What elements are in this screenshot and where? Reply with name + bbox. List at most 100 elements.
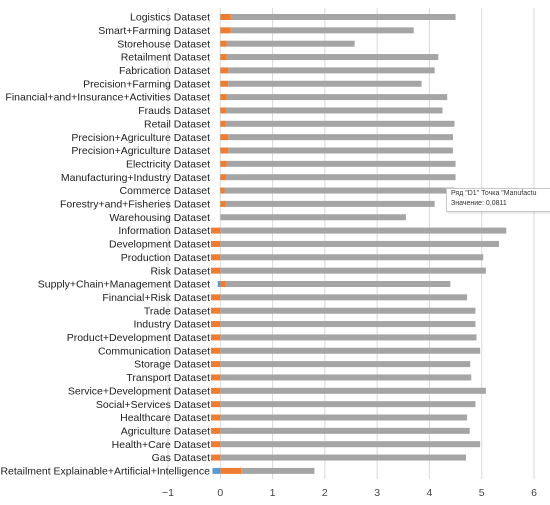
bar-segment[interactable] xyxy=(220,80,229,87)
bar-segment[interactable] xyxy=(220,107,226,114)
tooltip-series-line: Ряд "D1" Точка "Manufactu xyxy=(451,190,537,197)
data-point-tooltip: Ряд "D1" Точка "Manufactu Значение: 0,08… xyxy=(446,188,550,212)
bar-segment[interactable] xyxy=(210,441,221,448)
category-label: Communication Dataset xyxy=(98,345,210,357)
bar-segment[interactable] xyxy=(226,40,355,47)
bar-segment[interactable] xyxy=(210,454,221,461)
bar-segment[interactable] xyxy=(220,401,476,408)
bar-segment[interactable] xyxy=(220,240,499,247)
tooltip-value-line: Значение: 0,0811 xyxy=(451,200,507,207)
bar-segment[interactable] xyxy=(228,134,453,141)
bar-segment[interactable] xyxy=(220,174,226,181)
bar-segment[interactable] xyxy=(220,441,481,448)
bar-segment[interactable] xyxy=(220,14,231,20)
bar-segment[interactable] xyxy=(220,267,486,274)
bar-segment[interactable] xyxy=(220,454,467,461)
category-label: Supply+Chain+Management Dataset xyxy=(38,279,210,291)
bar-segment[interactable] xyxy=(220,134,229,141)
bar-segment[interactable] xyxy=(220,294,468,301)
bar-segment[interactable] xyxy=(220,54,227,61)
bar-segment[interactable] xyxy=(220,334,477,341)
category-label: Financial+Risk Dataset xyxy=(102,292,210,304)
bar-segment[interactable] xyxy=(220,281,226,287)
bar-segment[interactable] xyxy=(210,307,221,314)
bar-segment[interactable] xyxy=(226,54,439,61)
bar-segment[interactable] xyxy=(210,361,221,368)
x-tick-label: 2 xyxy=(322,487,328,499)
bar-segment[interactable] xyxy=(210,347,221,354)
bar-segment[interactable] xyxy=(220,227,507,234)
bar-segment[interactable] xyxy=(210,334,221,341)
bar-segment[interactable] xyxy=(225,200,435,207)
bar-segment[interactable] xyxy=(225,174,456,181)
bar-segment[interactable] xyxy=(220,67,229,74)
bar-segment[interactable] xyxy=(210,240,221,247)
category-label: Commerce Dataset xyxy=(120,185,211,197)
category-label: Storehouse Dataset xyxy=(117,38,210,50)
bar-segment[interactable] xyxy=(225,120,455,127)
category-label: Healthcare Dataset xyxy=(120,412,210,424)
category-label: Retailment Dataset xyxy=(121,52,210,64)
bar-segment[interactable] xyxy=(220,374,472,381)
bar-segment[interactable] xyxy=(225,107,443,114)
bar-segment[interactable] xyxy=(210,414,221,421)
bar-segment[interactable] xyxy=(220,200,226,207)
bar-segment[interactable] xyxy=(220,40,227,47)
bar-segment[interactable] xyxy=(228,80,422,87)
bar-segment[interactable] xyxy=(210,427,221,434)
category-label: Gas Dataset xyxy=(152,452,210,464)
category-label: Warehousing Dataset xyxy=(109,212,210,224)
bar-segment[interactable] xyxy=(210,267,221,274)
bar-segment[interactable] xyxy=(210,254,221,261)
bar-segment[interactable] xyxy=(220,321,476,328)
bar-segment[interactable] xyxy=(226,160,456,167)
bar-segment[interactable] xyxy=(220,467,242,474)
bar-segment[interactable] xyxy=(230,27,414,34)
category-label: Electricity Dataset xyxy=(126,158,210,170)
bar-segment[interactable] xyxy=(220,27,231,34)
bar-segment[interactable] xyxy=(217,281,221,287)
bar-segment[interactable] xyxy=(220,120,226,127)
bar-segment[interactable] xyxy=(225,281,451,287)
bar-segment[interactable] xyxy=(220,347,481,354)
category-label: Smart+Farming Dataset xyxy=(98,25,210,37)
category-label: Storage Dataset xyxy=(134,359,210,371)
bar-segment[interactable] xyxy=(241,467,315,474)
category-label: Precision+Agriculture Dataset xyxy=(71,145,210,157)
bar-segment[interactable] xyxy=(228,147,453,154)
bar-segment[interactable] xyxy=(210,294,221,301)
bar-segment[interactable] xyxy=(220,94,227,101)
category-label: Retailment Explainable+Artificial+Intell… xyxy=(0,466,210,478)
bar-segment[interactable] xyxy=(226,94,448,101)
bar-segment[interactable] xyxy=(220,361,471,368)
category-label: Production Dataset xyxy=(121,252,210,264)
bar-segment[interactable] xyxy=(220,307,476,314)
bar-segment[interactable] xyxy=(220,414,468,421)
bar-segment[interactable] xyxy=(220,254,484,261)
category-label: Fabrication Dataset xyxy=(119,65,210,77)
bar-segment[interactable] xyxy=(224,187,455,194)
category-label: Precision+Agriculture Dataset xyxy=(71,132,210,144)
bar-segment[interactable] xyxy=(220,214,406,221)
bar-segment[interactable] xyxy=(228,67,435,74)
bar-segment[interactable] xyxy=(220,187,225,194)
category-label: Trade Dataset xyxy=(144,305,210,317)
bar-segment[interactable] xyxy=(210,401,221,408)
bar-segment[interactable] xyxy=(210,387,221,394)
bar-segment[interactable] xyxy=(212,467,221,474)
category-label: Service+Development Dataset xyxy=(68,385,210,397)
bar-segment[interactable] xyxy=(220,427,470,434)
x-tick-label: 5 xyxy=(479,487,485,499)
bar-segment[interactable] xyxy=(230,14,456,20)
bar-segment[interactable] xyxy=(210,227,221,234)
bar-segment[interactable] xyxy=(220,387,486,394)
x-tick-label: −1 xyxy=(162,487,174,499)
category-label: Financial+and+Insurance+Activities Datas… xyxy=(5,92,210,104)
bar-segment[interactable] xyxy=(220,160,227,167)
bar-segment[interactable] xyxy=(220,147,229,154)
bar-segment[interactable] xyxy=(210,374,221,381)
bar-segment[interactable] xyxy=(210,321,221,328)
bars xyxy=(210,14,507,474)
x-tick-label: 1 xyxy=(270,487,276,499)
